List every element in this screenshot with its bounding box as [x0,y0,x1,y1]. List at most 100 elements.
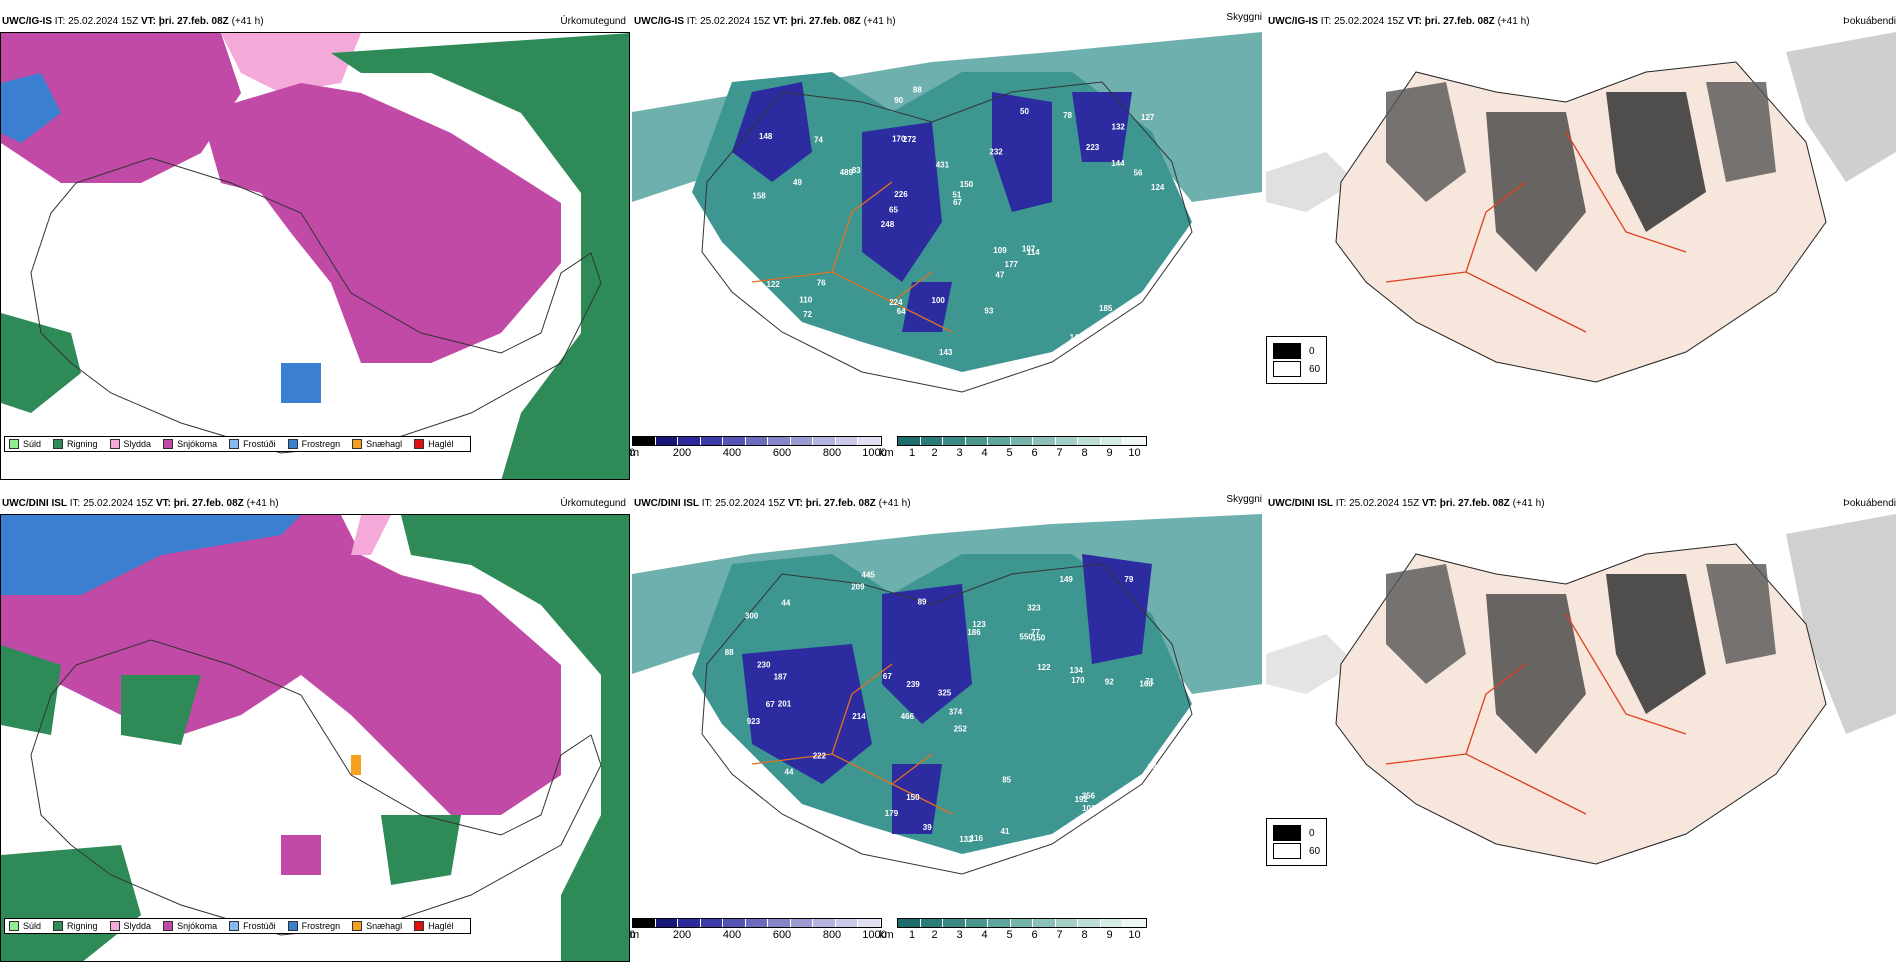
km-unit: km [879,929,894,941]
peak-label: 134 [1070,666,1084,675]
it-value: 25.02.2024 15Z [68,16,139,27]
fog-shade-center [1486,112,1586,272]
peak-label: 150 [906,793,920,802]
vt-label: VT: [140,16,156,27]
frostregn-area [1,515,301,595]
peak-label: 122 [767,280,781,289]
peak-label: 489 [840,168,854,177]
peak-label: 256 [1082,791,1096,800]
swatch-frostudi [229,439,240,449]
peak-label: 44 [785,768,794,777]
peak-label: 101 [1082,804,1096,813]
peak-label: 143 [939,348,953,357]
model-name: UWC/DINI ISL [2,498,67,509]
low-vis-center [862,122,942,282]
m-tick: 800 [822,929,842,941]
peak-label: 374 [949,708,963,717]
peak-label: 923 [747,717,761,726]
km-tick: 5 [1006,929,1013,941]
panel-type-title: Skyggni [1226,494,1262,505]
low-vis-south [902,282,952,332]
peak-label: 170 [892,134,906,143]
peak-label: 124 [1151,183,1165,192]
peak-label: 230 [757,661,771,670]
low-vis-north [992,92,1052,212]
road-network [751,663,953,815]
peak-label: 431 [936,161,950,170]
km-tick: 9 [1106,929,1113,941]
peak-label: 127 [1141,113,1155,122]
peak-label: 88 [913,86,922,95]
peak-label: 185 [1099,304,1113,313]
model-name: UWC/DINI ISL [1268,498,1333,509]
peak-label: 107 [1022,244,1036,253]
low-vis-west [742,644,872,784]
peak-label: 155 [764,810,778,819]
peak-label: 222 [729,764,743,773]
peak-label: 248 [881,220,895,229]
panel-type-title: Skyggni [1226,12,1262,23]
peak-label: 114 [1027,248,1040,257]
peak-label: 65 [889,205,898,214]
peak-label: 50 [815,330,824,339]
fog-map [1266,32,1896,432]
visibility-colorbar-m: 0 200 400 600 800 1000 m [628,918,887,942]
model-name: UWC/IG-IS [2,16,52,27]
visibility-colorbar-m: 0 200 400 600 800 1000 m [629,436,887,460]
peak-label: 222 [813,751,827,760]
km-unit: km [879,447,894,459]
fog-swatch-0 [1273,825,1301,841]
m-unit: m [630,929,640,941]
m-tick: 0 [628,929,636,941]
rain-area-west [1,645,61,735]
peak-label: 109 [993,246,1007,255]
peak-label: 89 [918,598,927,607]
visibility-map-svg: 229 158 132 248 232 102 170 431 122 83 74 72 272 150 1… [632,32,1262,437]
precip-legend: Súld Rigning Slydda Snjókoma Frostúði Fr… [4,918,471,934]
peak-label: 102 [774,338,788,347]
peak-label: 466 [901,712,915,721]
precip-map-svg [1,515,629,961]
swatch-frostudi [229,921,240,931]
panel-type-title: Úrkomutegund [560,16,626,27]
panel-header: UWC/IG-IS IT: 25.02.2024 15Z VT: þri. 27… [2,16,264,27]
peak-label: 158 [752,191,766,200]
km-tick: 10 [1128,929,1141,941]
swatch-frostregn [287,921,298,931]
m-tick: 600 [772,929,792,941]
visibility-map: 445 323 160 466 252 201 300 550 923 186 325 226 209 2… [632,514,1262,919]
m-tick: 400 [722,447,742,459]
peak-label: 83 [852,166,861,175]
visibility-map: 229 158 132 248 232 102 170 431 122 83 74 72 272 150 1… [632,32,1262,437]
m-unit: m [630,447,640,459]
low-vis-ne [1072,92,1132,162]
km-tick: 4 [981,447,988,459]
precip-panel-row1: UWC/IG-IS IT: 25.02.2024 15Z VT: þri. 27… [0,14,630,484]
panel-header: UWC/DINI ISL IT: 25.02.2024 15Z VT: þri.… [2,498,279,509]
swatch-haglel [414,921,425,931]
peak-label: 239 [906,680,920,689]
fog-panel-row2: UWC/DINI ISL IT: 25.02.2024 15Z VT: þri.… [1266,496,1896,966]
snaehagl-spot [351,755,361,775]
peak-label: 67 [883,672,892,681]
fog-map-svg [1266,32,1896,432]
km-colorbar [897,436,1147,446]
km-tick: 6 [1031,447,1038,459]
precip-map [0,32,630,480]
panel-header: UWC/IG-IS IT: 25.02.2024 15Z VT: þri. 27… [634,16,896,27]
frostregn-spot [281,363,321,403]
m-colorbar [632,436,882,446]
peak-label: 250 [736,347,750,356]
peak-label: 132 [1112,123,1126,132]
visibility-panel-row1: UWC/IG-IS IT: 25.02.2024 15Z VT: þri. 27… [629,12,1262,484]
peak-label: 64 [897,307,906,316]
peak-label: 325 [938,689,952,698]
peak-label: 226 [759,822,773,831]
peak-label: 159 [754,286,768,295]
m-tick: 400 [722,929,742,941]
snow-spot [281,835,321,875]
fog-legend: 0 60 [1266,336,1328,384]
snow-area-main [201,83,561,363]
peak-label: 78 [739,339,748,348]
peak-label: 92 [1105,678,1114,687]
